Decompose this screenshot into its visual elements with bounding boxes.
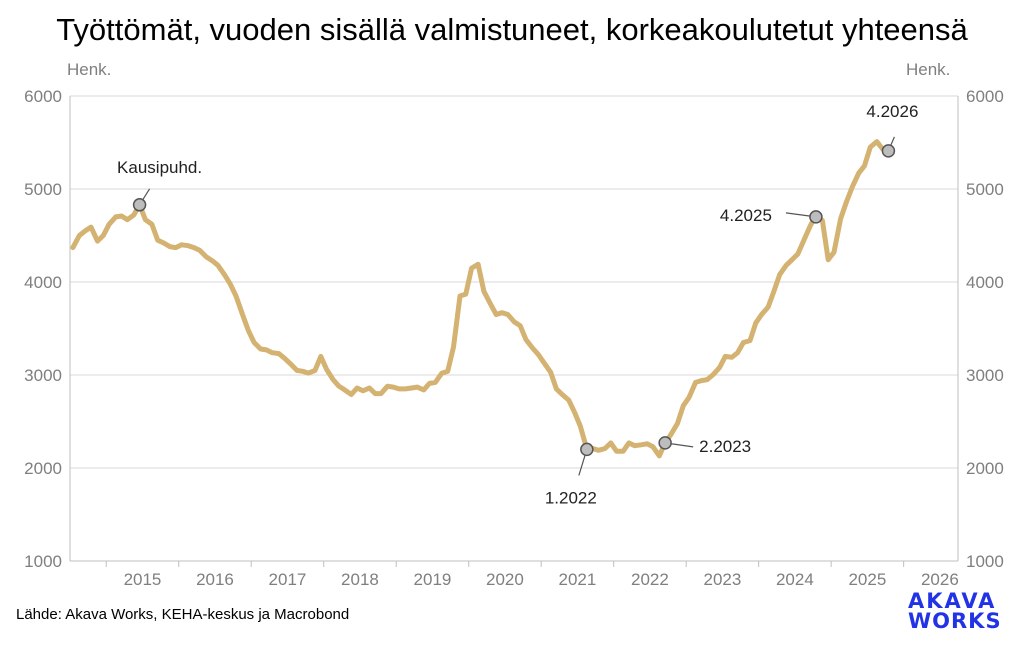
annotation-marker-1-2022: [580, 442, 594, 457]
akava-works-logo: AKAVA WORKS: [908, 589, 1002, 633]
x-tick-2019: 2019: [414, 570, 452, 589]
y-tick-right-5000: 5000: [966, 180, 1004, 199]
y-tick-left-1000: 1000: [24, 552, 62, 571]
series-layer: [70, 139, 891, 459]
axes: [69, 96, 959, 567]
y-tick-right-3000: 3000: [966, 366, 1004, 385]
y-tick-right-1000: 1000: [966, 552, 1004, 571]
annotations-layer: Kausipuhd. 1.2022 2.2023 4.2025 4.2026: [117, 102, 918, 508]
y-unit-right: Henk.: [906, 60, 951, 79]
x-tick-2023: 2023: [703, 570, 741, 589]
y-tick-left-5000: 5000: [24, 180, 62, 199]
x-tick-2016: 2016: [196, 570, 234, 589]
annotation-marker-4-2025: [809, 210, 823, 224]
chart-title: Työttömät, vuoden sisällä valmistuneet, …: [56, 12, 968, 47]
annotation-label-4-2025: 4.2025: [720, 206, 772, 225]
annotation-marker-2-2023: [658, 436, 672, 450]
annotation-label-4-2026: 4.2026: [866, 102, 918, 121]
y-tick-left-4000: 4000: [24, 273, 62, 292]
x-tick-2018: 2018: [341, 570, 379, 589]
x-tick-labels: 2015 2016 2017 2018 2019 2020 2021 2022 2023 2024…: [124, 570, 959, 589]
y-tick-right-2000: 2000: [966, 459, 1004, 478]
annotation-label-2-2023: 2.2023: [699, 437, 751, 456]
x-tick-2015: 2015: [124, 570, 162, 589]
y-tick-left-2000: 2000: [24, 459, 62, 478]
x-tick-2017: 2017: [269, 570, 307, 589]
annotation-label-1-2022: 1.2022: [545, 488, 597, 507]
y-tick-left-6000: 6000: [24, 87, 62, 106]
annotation-marker-4-2026: [881, 144, 896, 158]
y-tick-labels: 1000 1000 2000 2000 3000 3000 4000 4000 5000 5000…: [24, 87, 1004, 571]
x-tick-2024: 2024: [776, 570, 814, 589]
x-tick-2025: 2025: [848, 570, 886, 589]
y-tick-right-4000: 4000: [966, 273, 1004, 292]
x-tick-2022: 2022: [631, 570, 669, 589]
annotation-label-kausipuhd-: Kausipuhd.: [117, 158, 202, 177]
y-tick-left-3000: 3000: [24, 366, 62, 385]
gridlines: [70, 95, 958, 469]
logo-line-2: WORKS: [908, 609, 1002, 633]
annotation-marker-kausipuhd-: [132, 198, 147, 212]
logo-line-1: AKAVA: [908, 589, 997, 613]
x-tick-2021: 2021: [559, 570, 597, 589]
x-tick-2026: 2026: [921, 570, 959, 589]
x-tick-2020: 2020: [486, 570, 524, 589]
y-tick-right-6000: 6000: [966, 87, 1004, 106]
source-note: Lähde: Akava Works, KEHA-keskus ja Macro…: [16, 606, 350, 623]
y-unit-left: Henk.: [67, 60, 112, 79]
series-line-0: [70, 139, 891, 459]
